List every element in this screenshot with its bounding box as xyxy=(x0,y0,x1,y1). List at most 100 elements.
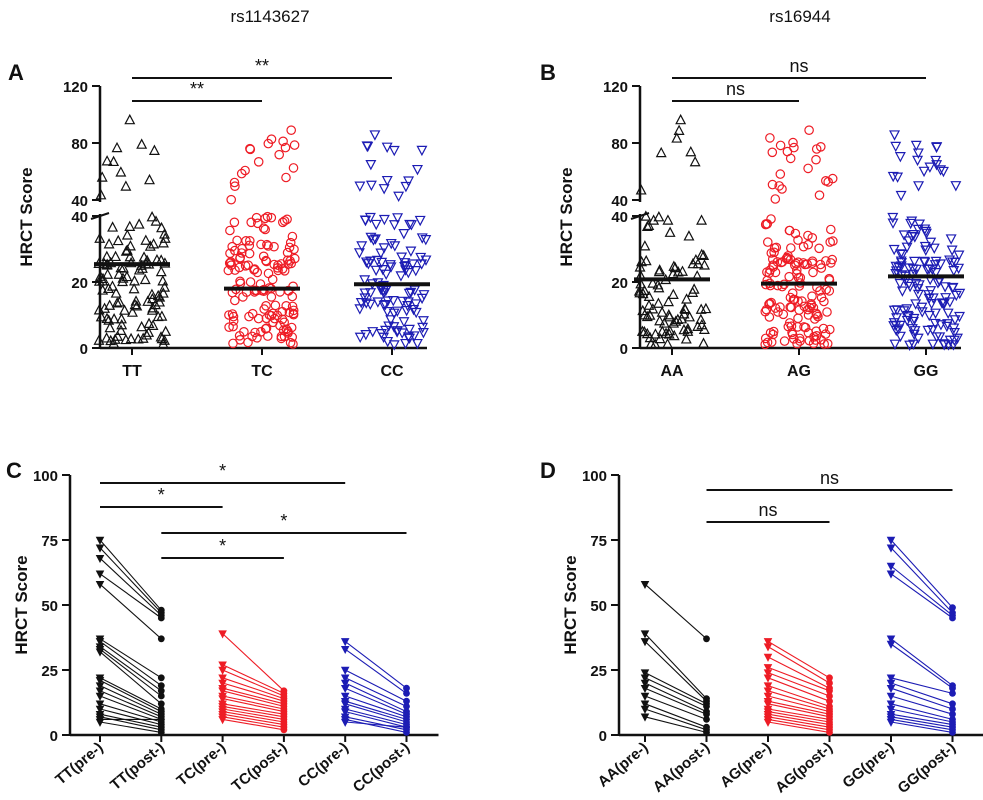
data-point xyxy=(910,140,922,152)
data-point xyxy=(103,238,115,249)
data-point xyxy=(760,333,771,344)
data-point xyxy=(111,297,123,308)
data-point xyxy=(270,300,281,311)
pair-line xyxy=(222,633,285,692)
pre-point xyxy=(763,682,773,691)
y-tick-label: 40 xyxy=(71,193,88,210)
data-point xyxy=(110,287,122,298)
data-point xyxy=(260,224,270,235)
pre-point xyxy=(763,692,773,701)
pair-line xyxy=(99,648,162,697)
data-point xyxy=(895,249,907,260)
paired-group-2 xyxy=(218,630,288,734)
data-point xyxy=(401,305,413,317)
data-point xyxy=(648,214,660,225)
data-point xyxy=(115,313,127,324)
data-point xyxy=(913,181,925,192)
data-point xyxy=(682,322,694,334)
pre-point xyxy=(886,544,896,553)
data-point xyxy=(389,241,401,252)
data-point xyxy=(950,290,962,302)
paired-group-2 xyxy=(763,638,833,736)
pair-line xyxy=(99,721,162,733)
data-point xyxy=(792,338,802,349)
data-point xyxy=(930,256,942,268)
post-point xyxy=(703,716,710,723)
data-point xyxy=(146,304,158,315)
x-tick-label: TC xyxy=(251,363,273,380)
pair-line xyxy=(99,685,162,715)
significance-label: ns xyxy=(820,468,839,488)
data-point xyxy=(158,228,170,239)
data-point xyxy=(262,211,273,222)
data-point xyxy=(371,255,383,267)
data-point xyxy=(653,211,665,222)
axis-break-mark xyxy=(630,212,650,220)
pre-point xyxy=(218,679,227,688)
data-point xyxy=(887,171,899,183)
data-point xyxy=(663,295,675,307)
pair-line xyxy=(222,716,284,728)
pre-point xyxy=(95,580,105,590)
pre-point xyxy=(218,666,227,675)
data-point xyxy=(910,299,922,310)
data-point xyxy=(784,225,795,236)
y-tick-label: 50 xyxy=(41,598,58,615)
data-point xyxy=(950,181,962,192)
x-tick-label: CC(post-) xyxy=(350,739,413,796)
y-tick-label: 80 xyxy=(71,136,88,153)
data-point xyxy=(115,261,127,273)
data-point xyxy=(155,331,167,342)
pair-line xyxy=(767,640,830,679)
data-point xyxy=(136,262,148,273)
data-point xyxy=(102,282,114,294)
data-point xyxy=(400,265,412,276)
data-point xyxy=(939,282,951,293)
data-point xyxy=(147,302,159,313)
data-point xyxy=(813,311,823,322)
data-point xyxy=(649,338,661,349)
data-point xyxy=(663,309,675,320)
data-point xyxy=(895,190,907,202)
data-point xyxy=(698,337,710,348)
data-point xyxy=(667,288,679,299)
data-point xyxy=(948,323,960,334)
series-aa xyxy=(633,113,712,349)
data-point xyxy=(789,142,799,153)
data-point xyxy=(263,241,273,251)
post-point xyxy=(826,679,833,687)
data-point xyxy=(362,141,374,153)
pair-line xyxy=(222,677,285,700)
data-point xyxy=(113,268,125,279)
data-point xyxy=(249,264,259,275)
data-point xyxy=(809,314,820,324)
post-point xyxy=(703,729,710,736)
pre-point xyxy=(886,705,896,714)
data-point xyxy=(158,334,170,345)
data-point xyxy=(916,307,928,318)
data-point xyxy=(101,155,113,166)
data-point xyxy=(388,340,400,351)
pre-point xyxy=(95,687,105,696)
data-point xyxy=(230,295,240,306)
data-point xyxy=(416,145,428,157)
data-point xyxy=(144,173,156,185)
data-point xyxy=(682,325,694,336)
pair-line xyxy=(99,638,162,679)
data-point xyxy=(356,241,368,252)
pair-line xyxy=(644,703,707,728)
pre-point xyxy=(763,638,773,647)
data-point xyxy=(229,177,240,188)
data-point xyxy=(652,297,664,308)
post-point xyxy=(949,710,956,718)
x-tick-label: GG xyxy=(914,363,939,380)
data-point xyxy=(281,172,291,183)
data-point xyxy=(912,155,924,167)
pair-line xyxy=(222,682,285,702)
data-point xyxy=(410,266,422,277)
data-point xyxy=(381,175,393,187)
y-tick-label: 80 xyxy=(611,136,628,153)
pre-point xyxy=(763,653,773,662)
data-point xyxy=(417,322,429,334)
data-point xyxy=(912,333,924,345)
